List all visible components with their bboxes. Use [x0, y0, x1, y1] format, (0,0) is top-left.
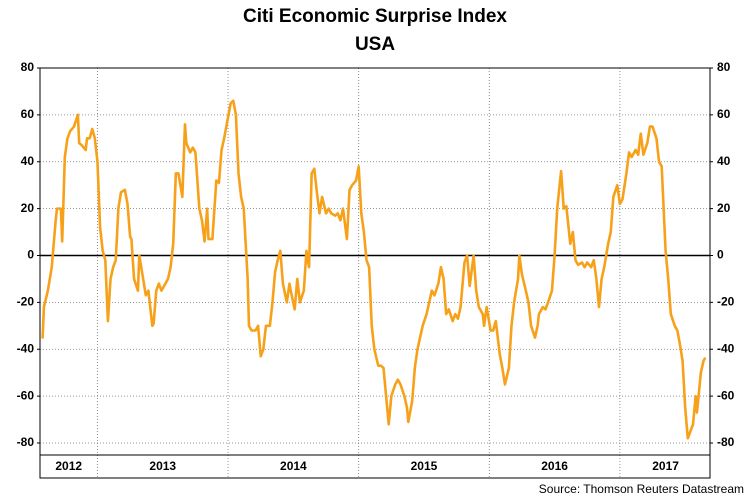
y2-tick-label: -40: [717, 341, 735, 355]
y2-tick-label: -60: [717, 388, 735, 402]
y-tick-label: -60: [17, 388, 35, 402]
y2-tick-label: 40: [717, 154, 731, 168]
x-tick-label: 2014: [280, 459, 307, 473]
y2-tick-label: 20: [717, 201, 731, 215]
y-tick-label: -20: [17, 295, 35, 309]
x-tick-label: 2017: [652, 459, 679, 473]
x-tick-label: 2013: [149, 459, 176, 473]
source-note: Source: Thomson Reuters Datastream: [539, 482, 744, 496]
y2-tick-label: -20: [717, 295, 735, 309]
y2-tick-label: 0: [717, 248, 724, 262]
y2-tick-label: -80: [717, 435, 735, 449]
chart-title: Citi Economic Surprise Index: [243, 6, 507, 27]
x-tick-label: 2016: [541, 459, 568, 473]
series-line: [41, 99, 707, 440]
y2-tick-label: 60: [717, 107, 731, 121]
y-tick-label: 0: [27, 248, 34, 262]
plot-frame: [39, 67, 711, 479]
y-tick-label: 20: [21, 201, 35, 215]
y-tick-label: -80: [17, 435, 35, 449]
x-tick-label: 2015: [411, 459, 438, 473]
y2-tick-label: 80: [717, 60, 731, 74]
chart-subtitle: USA: [355, 34, 395, 55]
y-tick-label: -40: [17, 341, 35, 355]
y-tick-label: 40: [21, 154, 35, 168]
x-tick-label: 2012: [55, 459, 82, 473]
y-tick-label: 80: [21, 60, 35, 74]
y-tick-label: 60: [21, 107, 35, 121]
